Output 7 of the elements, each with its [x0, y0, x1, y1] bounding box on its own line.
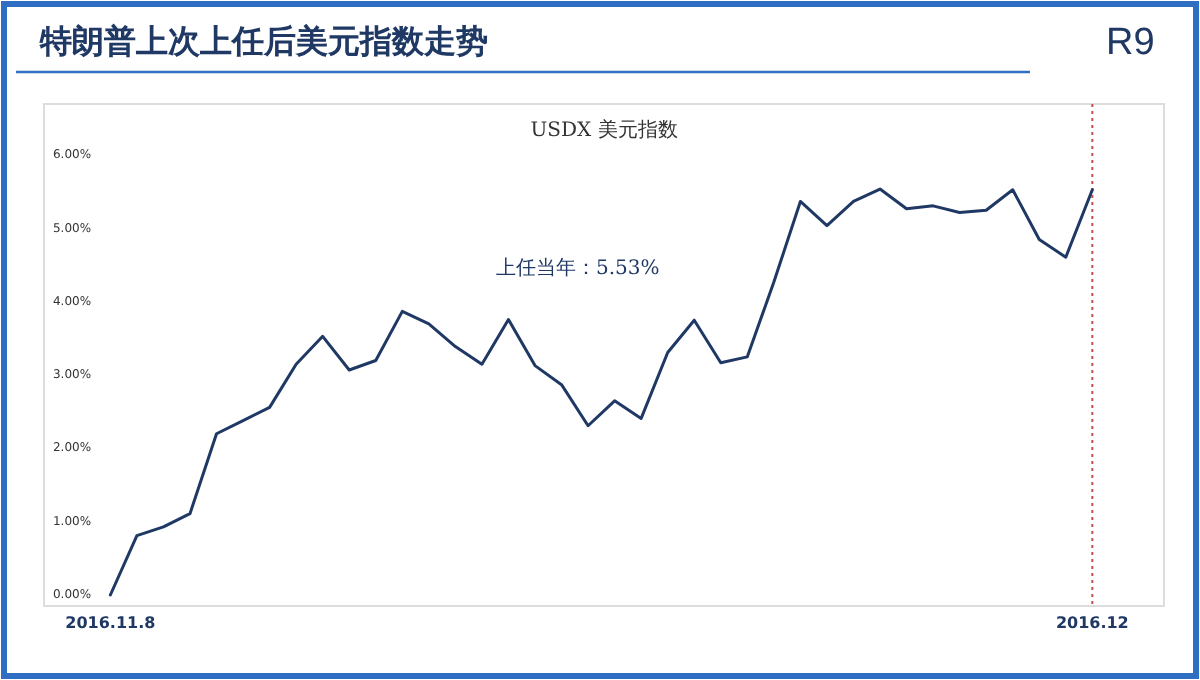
- text: R9: [1106, 22, 1155, 64]
- chart-title: 特朗普上次上任后美元指数走势: [38, 22, 488, 60]
- line-series: [108, 187, 1094, 597]
- x-tick-label: 2016.12: [1055, 614, 1129, 632]
- x-tick-label: 2016.11.8: [65, 614, 157, 632]
- annotation: 上任当年：5.53%: [496, 256, 660, 280]
- text: USDX 美元指数: [530, 118, 678, 142]
